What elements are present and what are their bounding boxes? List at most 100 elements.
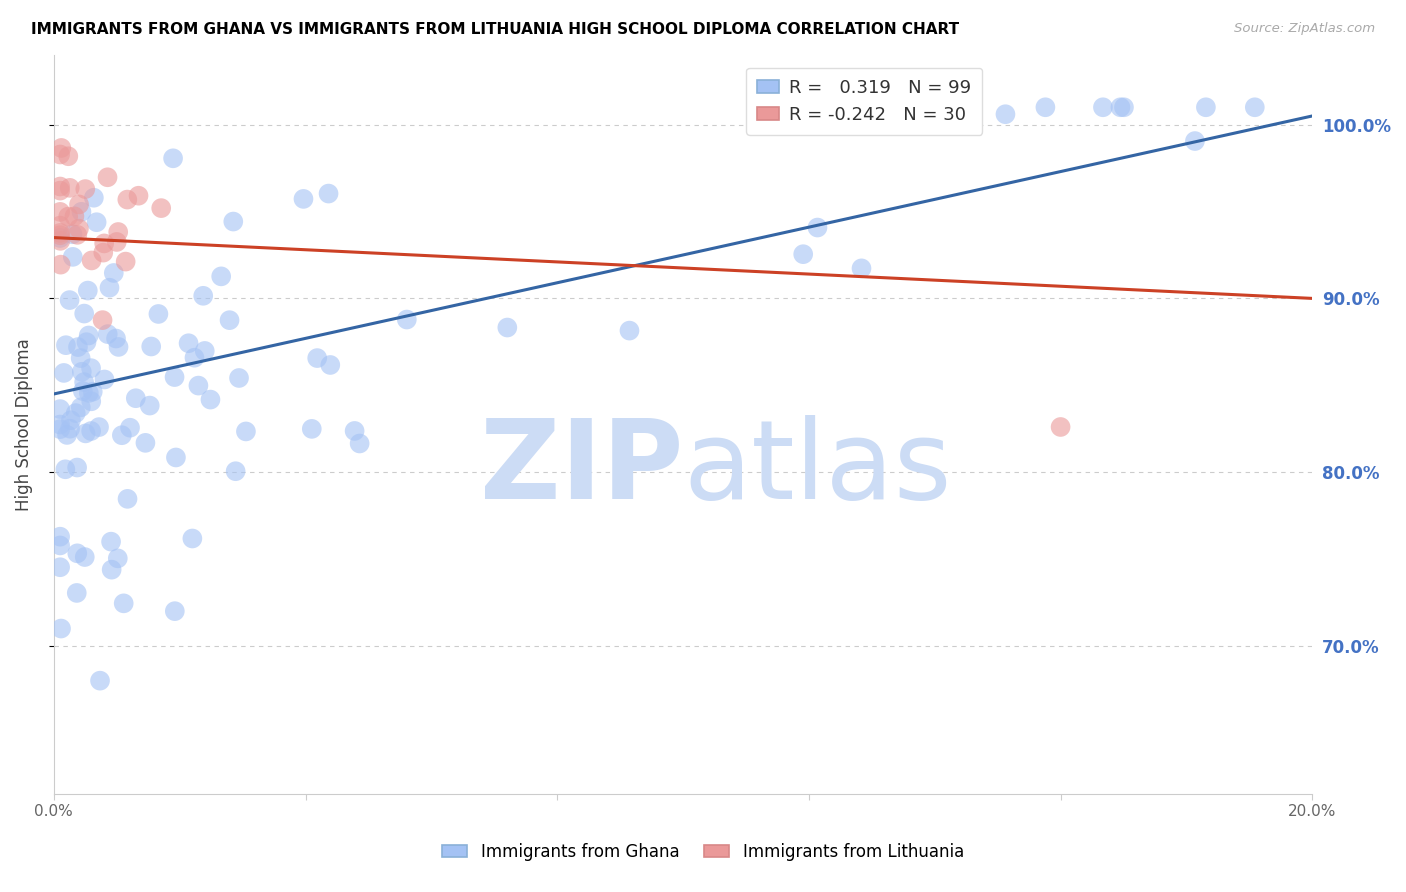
Point xyxy=(49,417,72,432)
Point xyxy=(1109,100,1132,114)
Point xyxy=(49,184,72,198)
Point xyxy=(319,358,342,372)
Point xyxy=(77,328,100,343)
Point xyxy=(165,450,187,465)
Point xyxy=(72,384,94,398)
Point xyxy=(56,428,79,442)
Point xyxy=(112,596,135,610)
Point xyxy=(851,261,873,276)
Point xyxy=(70,204,93,219)
Point xyxy=(209,269,232,284)
Point xyxy=(100,534,122,549)
Point xyxy=(86,215,108,229)
Point xyxy=(49,179,72,194)
Point xyxy=(806,220,828,235)
Point xyxy=(49,147,72,161)
Point xyxy=(70,365,93,379)
Point xyxy=(69,351,91,365)
Point xyxy=(307,351,329,365)
Point xyxy=(128,188,150,202)
Point xyxy=(1112,100,1135,114)
Point xyxy=(93,236,115,251)
Point xyxy=(73,549,96,564)
Point xyxy=(148,307,170,321)
Point xyxy=(228,371,250,385)
Point xyxy=(76,335,98,350)
Point xyxy=(792,247,814,261)
Point xyxy=(349,436,371,450)
Point xyxy=(53,462,76,476)
Point xyxy=(1049,420,1071,434)
Point xyxy=(49,622,72,636)
Point xyxy=(59,413,82,427)
Point xyxy=(150,201,173,215)
Point xyxy=(58,149,80,163)
Point xyxy=(67,221,90,235)
Point xyxy=(125,391,148,405)
Point xyxy=(49,258,72,272)
Point xyxy=(62,250,84,264)
Text: IMMIGRANTS FROM GHANA VS IMMIGRANTS FROM LITHUANIA HIGH SCHOOL DIPLOMA CORRELATI: IMMIGRANTS FROM GHANA VS IMMIGRANTS FROM… xyxy=(31,22,959,37)
Point xyxy=(141,339,163,353)
Point xyxy=(105,235,128,249)
Point xyxy=(89,673,111,688)
Point xyxy=(200,392,222,407)
Point xyxy=(96,170,118,185)
Point xyxy=(80,424,103,438)
Text: ZIP: ZIP xyxy=(479,415,683,522)
Point xyxy=(66,227,89,242)
Point xyxy=(73,375,96,389)
Point xyxy=(55,338,77,352)
Point xyxy=(183,351,205,365)
Point xyxy=(181,532,204,546)
Point xyxy=(114,254,136,268)
Point xyxy=(103,266,125,280)
Point xyxy=(67,197,90,211)
Text: Source: ZipAtlas.com: Source: ZipAtlas.com xyxy=(1234,22,1375,36)
Point xyxy=(59,422,82,436)
Text: atlas: atlas xyxy=(683,415,952,522)
Legend: R =   0.319   N = 99, R = -0.242   N = 30: R = 0.319 N = 99, R = -0.242 N = 30 xyxy=(747,68,983,135)
Point xyxy=(301,422,323,436)
Point xyxy=(994,107,1017,121)
Point xyxy=(49,422,72,436)
Point xyxy=(187,378,209,392)
Point xyxy=(162,151,184,165)
Point xyxy=(62,227,84,242)
Point xyxy=(1035,100,1057,114)
Point xyxy=(66,460,89,475)
Y-axis label: High School Diploma: High School Diploma xyxy=(15,338,32,511)
Point xyxy=(80,361,103,376)
Point xyxy=(496,320,519,334)
Point xyxy=(91,245,114,260)
Point xyxy=(395,312,418,326)
Point xyxy=(87,420,110,434)
Point xyxy=(225,464,247,478)
Point xyxy=(163,604,186,618)
Point xyxy=(343,424,366,438)
Point xyxy=(49,530,72,544)
Point xyxy=(49,219,72,233)
Point xyxy=(117,193,139,207)
Legend: Immigrants from Ghana, Immigrants from Lithuania: Immigrants from Ghana, Immigrants from L… xyxy=(436,837,970,868)
Point xyxy=(1091,100,1114,114)
Point xyxy=(75,182,97,196)
Point xyxy=(107,551,129,566)
Point xyxy=(58,293,80,307)
Point xyxy=(76,284,98,298)
Point xyxy=(100,563,122,577)
Point xyxy=(107,225,129,239)
Point xyxy=(80,394,103,409)
Point xyxy=(1184,134,1206,148)
Point xyxy=(1195,100,1218,114)
Point xyxy=(66,340,89,354)
Point xyxy=(619,324,641,338)
Point xyxy=(49,402,72,417)
Point xyxy=(111,428,134,442)
Point xyxy=(66,586,89,600)
Point xyxy=(66,546,89,560)
Point xyxy=(218,313,240,327)
Point xyxy=(59,181,82,195)
Point xyxy=(177,336,200,351)
Point xyxy=(318,186,340,201)
